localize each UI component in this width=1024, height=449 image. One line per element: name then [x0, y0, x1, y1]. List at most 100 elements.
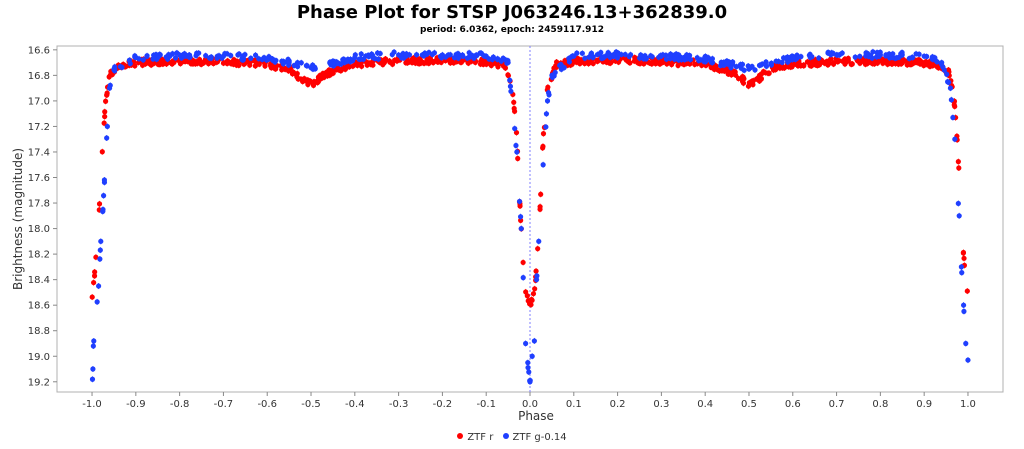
data-point-g [606, 53, 612, 59]
data-point-g [543, 111, 550, 117]
x-tick-label: -0.5 [301, 399, 321, 410]
x-axis-ticks: -1.0 -0.9 -0.8 -0.7 -0.6 -0.5 -0.4 -0.3 -0.2 -0.1… [82, 392, 976, 410]
data-point-g [294, 60, 301, 66]
data-point-r [282, 66, 288, 72]
data-point-r [871, 61, 877, 67]
data-point-g [403, 51, 409, 58]
data-point-r [300, 77, 306, 83]
data-point-g [466, 54, 472, 60]
data-point-g [155, 54, 161, 61]
data-point-g [512, 125, 518, 132]
data-point-g [921, 53, 927, 59]
data-point-g [571, 53, 577, 59]
data-point-r [304, 78, 311, 84]
data-point-r [723, 68, 729, 74]
data-point-r [961, 255, 967, 261]
data-point-g [369, 52, 376, 58]
data-point-r [553, 59, 560, 65]
legend-item-ztf-r: ZTF r [457, 432, 493, 443]
data-point-r [956, 165, 962, 171]
data-point-r [406, 59, 412, 65]
data-point-g [338, 61, 344, 67]
data-point-g [886, 51, 892, 57]
data-point-g [280, 61, 286, 67]
legend-marker-g [502, 433, 509, 439]
data-point-r [732, 69, 738, 75]
data-point-r [262, 63, 268, 69]
data-point-r [213, 59, 219, 65]
data-point-g [242, 51, 248, 58]
data-point-g [728, 65, 734, 71]
data-point-g [961, 308, 967, 314]
data-point-g [235, 52, 241, 58]
data-point-g [252, 52, 259, 58]
data-point-g [216, 53, 222, 59]
x-tick-label: 1.0 [960, 399, 976, 410]
data-point-g [133, 54, 139, 61]
data-point-r [495, 64, 501, 70]
data-point-r [789, 64, 795, 70]
data-point-g [870, 49, 876, 55]
data-point-g [490, 54, 496, 60]
x-tick-label: 0.7 [829, 399, 845, 410]
data-point-r [952, 103, 958, 110]
x-tick-label: 0.6 [785, 399, 801, 410]
data-point-r [101, 120, 107, 126]
data-point-g [455, 55, 462, 61]
data-point-g [104, 123, 110, 130]
data-point-r [104, 91, 110, 97]
data-point-g [526, 369, 532, 375]
data-point-g [104, 135, 110, 141]
y-tick-label: 17.0 [28, 96, 50, 107]
data-point-r [777, 65, 783, 71]
data-point-g [671, 56, 678, 62]
data-point-r [830, 61, 837, 67]
data-point-g [544, 98, 551, 104]
data-point-g [533, 277, 540, 283]
data-point-r [849, 61, 855, 67]
x-tick-label: -0.7 [214, 399, 234, 410]
data-point-r [103, 98, 109, 104]
x-tick-label: -0.6 [257, 399, 277, 410]
data-point-g [598, 49, 604, 56]
data-point-g [90, 366, 96, 372]
data-point-g [507, 77, 513, 83]
data-point-r [684, 60, 690, 67]
series-ztf-g [89, 48, 971, 385]
data-point-r [233, 62, 240, 68]
data-point-g [934, 59, 940, 65]
y-tick-label: 18.8 [28, 326, 50, 337]
data-point-r [880, 60, 886, 66]
data-point-r [964, 288, 970, 294]
data-point-r [745, 83, 752, 89]
data-point-g [389, 51, 395, 58]
data-point-g [357, 56, 364, 62]
data-point-g [958, 264, 964, 270]
data-point-g [955, 200, 961, 207]
data-point-r [740, 74, 746, 80]
data-point-g [177, 52, 183, 58]
y-tick-label: 17.4 [28, 147, 50, 158]
data-point-g [527, 379, 533, 385]
data-point-r [533, 268, 539, 274]
data-point-g [100, 193, 107, 199]
x-tick-label: 0.3 [653, 399, 669, 410]
data-point-g [947, 85, 954, 91]
chart-title: Phase Plot for STSP J063246.13+362839.0 [296, 2, 728, 23]
data-point-g [101, 177, 108, 183]
data-point-g [208, 54, 214, 60]
data-point-g [746, 66, 752, 72]
y-axis-ticks: 16.6 16.8 17.0 17.2 17.4 17.6 17.8 18.0 18.2 18.4… [28, 45, 57, 388]
data-point-r [623, 57, 629, 63]
data-point-g [536, 238, 542, 244]
data-point-g [682, 57, 688, 63]
data-point-g [500, 55, 506, 61]
data-point-r [324, 69, 330, 75]
data-point-g [89, 376, 96, 382]
data-point-r [842, 56, 848, 62]
data-point-r [904, 62, 910, 68]
data-point-r [515, 155, 521, 162]
data-point-g [531, 338, 537, 344]
data-point-r [920, 60, 926, 67]
data-point-g [863, 50, 869, 56]
